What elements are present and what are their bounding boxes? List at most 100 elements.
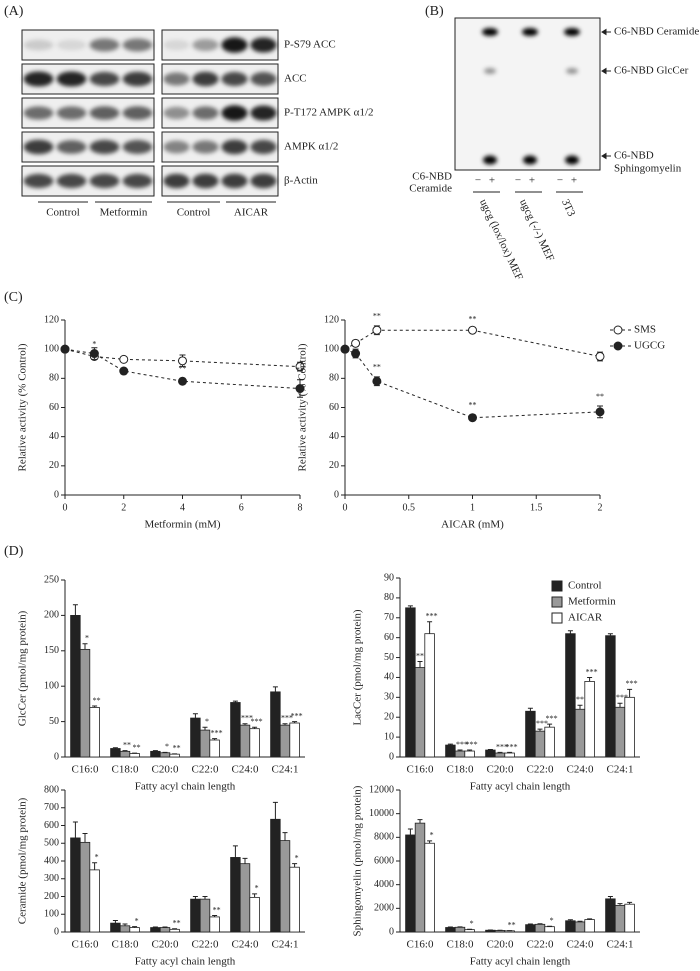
bar — [150, 750, 161, 758]
lane-label: 3T3 — [559, 197, 578, 219]
bar — [230, 702, 241, 758]
error-bar — [112, 747, 118, 749]
chart: 0 50 100 150 200 250 GlcCer (pmol/mg protein) F… — [17, 574, 305, 793]
sign: − — [557, 175, 563, 187]
x-tick-label: C20:0 — [487, 764, 514, 776]
western-blot: P-S79 ACC ACC P-T172 AMPK α1/2 AMPK α1/2 β-A… — [21, 29, 374, 219]
error-bar — [112, 919, 118, 924]
y-tick-label: 0 — [54, 926, 59, 937]
x-tick-label: 0 — [63, 502, 68, 513]
significance: * — [470, 919, 474, 928]
sign: + — [489, 175, 495, 187]
bar — [79, 841, 91, 933]
error-bar — [577, 704, 583, 710]
error-bar — [527, 923, 533, 925]
bar — [405, 607, 416, 758]
legend-label: SMS — [634, 324, 656, 336]
bar — [624, 903, 635, 933]
error-bar — [232, 845, 238, 858]
x-tick-label: 1.5 — [530, 502, 543, 513]
bar — [605, 635, 616, 758]
blot-band — [163, 173, 190, 189]
y-tick-label: 4000 — [374, 879, 394, 890]
error-bar — [567, 630, 573, 634]
significance: * — [85, 634, 89, 643]
blot-band — [250, 105, 277, 121]
blot-band — [221, 139, 248, 155]
error-bar — [627, 688, 633, 698]
data-point — [372, 376, 382, 386]
y-tick-label: 70 — [384, 612, 394, 623]
significance: * — [205, 717, 209, 726]
y-axis-label: LacCer (pmol/mg protein) — [352, 609, 364, 725]
x-tick-label: C18:0 — [112, 939, 139, 951]
significance: ** — [508, 920, 516, 929]
error-bar — [292, 721, 298, 724]
error-bar — [72, 821, 78, 838]
blot-band — [23, 106, 54, 120]
x-tick-label: C22:0 — [192, 764, 219, 776]
bar — [544, 726, 555, 758]
x-tick-label: C20:0 — [152, 764, 179, 776]
blot-band — [89, 71, 120, 87]
y-tick-label: 700 — [44, 802, 59, 813]
y-tick-label: 40 — [329, 431, 339, 442]
bar — [169, 928, 180, 933]
significance: *** — [586, 667, 598, 676]
error-bar — [272, 686, 278, 692]
bar — [574, 708, 586, 758]
error-bar — [282, 723, 288, 726]
bar — [424, 633, 435, 758]
blot-band — [23, 39, 54, 51]
y-tick-label: 500 — [44, 838, 59, 849]
y-axis-label: Relative activity (% Control) — [297, 343, 309, 471]
error-bar — [202, 896, 208, 900]
legend-label: Metformin — [568, 596, 616, 608]
panel-label: (B) — [425, 4, 444, 19]
y-tick-label: 0 — [389, 926, 394, 937]
y-tick-label: 12000 — [369, 784, 394, 795]
bar — [279, 724, 291, 758]
y-tick-label: 30 — [384, 692, 394, 703]
significance: *** — [466, 740, 478, 749]
x-tick-label: 4 — [180, 502, 185, 513]
blot-band — [221, 71, 248, 87]
bar — [70, 615, 81, 758]
significance: ** — [469, 315, 477, 324]
significance: * — [550, 916, 554, 925]
error-bar — [282, 832, 288, 841]
error-bar — [122, 923, 128, 926]
blot-band — [192, 71, 219, 87]
bar — [534, 923, 546, 933]
y-tick-label: 120 — [324, 314, 339, 325]
error-bar — [607, 633, 613, 636]
bar — [70, 837, 81, 933]
error-bar — [152, 750, 158, 752]
y-tick-label: 60 — [49, 402, 59, 413]
bar — [445, 927, 456, 933]
y-tick-label: 0 — [54, 751, 59, 762]
tlc-spot — [523, 155, 537, 165]
y-axis-label: Ceramide (pmol/mg protein) — [17, 797, 29, 924]
tlc-spot — [565, 155, 579, 165]
y-tick-label: 150 — [44, 645, 59, 656]
x-tick-label: C22:0 — [527, 939, 554, 951]
x-tick-label: C24:0 — [232, 764, 259, 776]
x-tick-label: C16:0 — [407, 764, 434, 776]
data-point — [351, 349, 361, 359]
x-tick-label: C24:0 — [567, 764, 594, 776]
blot-band — [89, 173, 120, 189]
significance: *** — [506, 742, 518, 751]
data-point — [372, 325, 382, 335]
blot-band — [23, 173, 54, 189]
x-axis-label: Metformin (mM) — [144, 519, 220, 531]
significance: * — [135, 917, 139, 926]
tlc-spot — [482, 28, 498, 36]
blot-band — [250, 72, 277, 86]
blot-band — [23, 71, 54, 87]
error-bar — [417, 661, 423, 668]
legend-label: AICAR — [568, 612, 603, 624]
bar — [565, 920, 576, 933]
error-bar — [132, 926, 138, 928]
y-tick-label: 80 — [49, 373, 59, 384]
